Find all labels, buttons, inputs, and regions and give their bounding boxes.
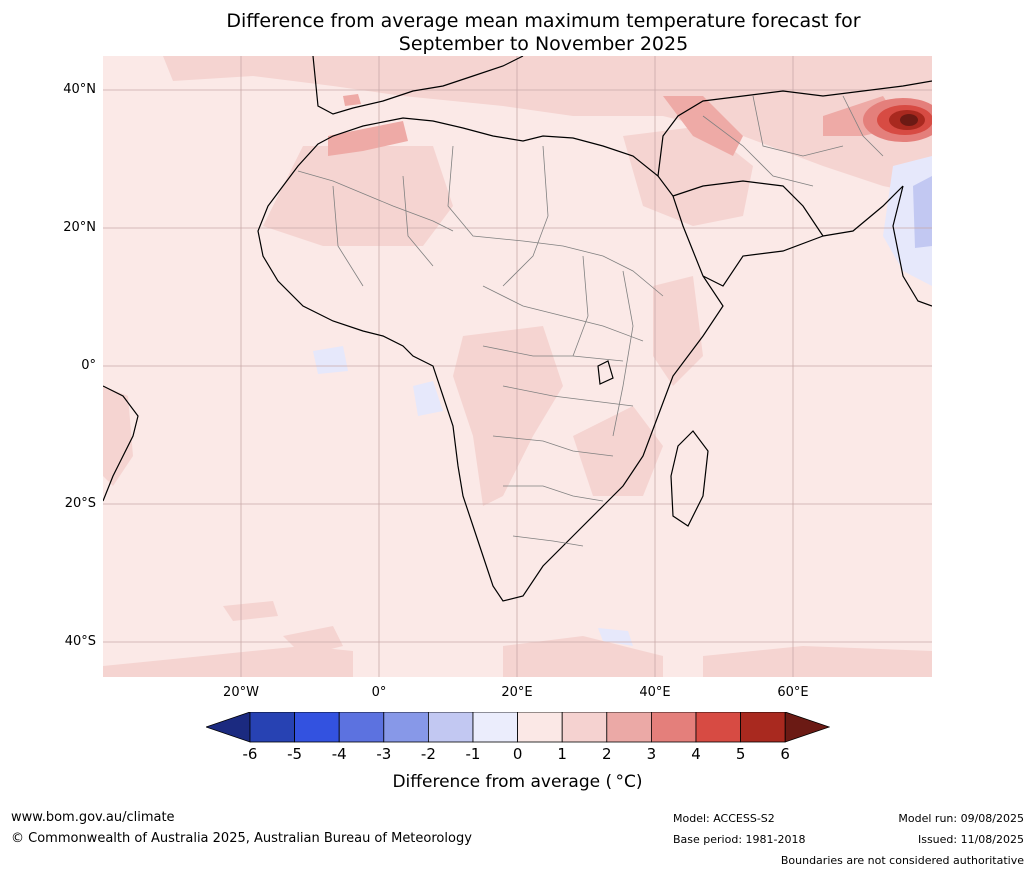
- lat-label-20s: 20°S: [64, 496, 96, 511]
- colorbar-segment: [606, 712, 652, 743]
- colorbar-segment: [383, 712, 429, 743]
- map-title: Difference from average mean maximum tem…: [0, 10, 1035, 56]
- footer-model-run: Model run: 09/08/2025: [898, 812, 1024, 825]
- anomaly-negative-core: [913, 176, 932, 248]
- colorbar-extend-low: [206, 712, 251, 743]
- lon-label-20w: 20°W: [223, 685, 259, 700]
- colorbar-segment: [650, 712, 697, 743]
- colorbar-tick-label: 6: [780, 745, 790, 763]
- map-svg: [103, 56, 932, 677]
- footer-base-period: Base period: 1981-2018: [673, 833, 806, 846]
- colorbar-tick-label: -3: [376, 745, 392, 763]
- colorbar-tick-label: -6: [242, 745, 258, 763]
- colorbar-tick-label: 2: [602, 745, 612, 763]
- colorbar-segment: [294, 712, 340, 743]
- colorbar-tick-label: 3: [646, 745, 657, 763]
- lon-label-0: 0°: [371, 685, 387, 700]
- forecast-map: [103, 56, 932, 677]
- colorbar-segment: [517, 712, 563, 743]
- colorbar-segment: [249, 712, 295, 743]
- colorbar-segment: [472, 712, 518, 743]
- lat-label-20n: 20°N: [63, 220, 96, 235]
- colorbar-tick-label: -1: [465, 745, 481, 763]
- lat-label-40s: 40°S: [64, 634, 96, 649]
- footer-disclaimer: Boundaries are not considered authoritat…: [780, 854, 1024, 867]
- footer-model: Model: ACCESS-S2: [673, 812, 775, 825]
- footer-issued: Issued: 11/08/2025: [917, 833, 1024, 846]
- gridlines: [103, 56, 932, 677]
- colorbar-tick-label: -2: [420, 745, 436, 763]
- colorbar-tick-label: -4: [331, 745, 347, 763]
- footer-copyright: © Commonwealth of Australia 2025, Austra…: [11, 831, 472, 846]
- colorbar-extend-high: [784, 712, 830, 743]
- colorbar-tick-label: -5: [287, 745, 303, 763]
- colorbar-segment: [427, 712, 474, 743]
- colorbar-tick-label: 1: [557, 745, 567, 763]
- lat-label-40n: 40°N: [63, 82, 96, 97]
- colorbar-tick-label: 0: [512, 745, 523, 763]
- colorbar-title: Difference from average ( °C): [392, 772, 643, 792]
- title-line-2: September to November 2025: [398, 33, 689, 55]
- footer-url[interactable]: www.bom.gov.au/climate: [11, 810, 175, 825]
- anomaly-1-2-regions: [103, 56, 932, 677]
- colorbar-segment: [561, 712, 608, 743]
- colorbar: [206, 712, 830, 743]
- lat-label-0: 0°: [81, 358, 96, 373]
- anomaly-hotspot: [863, 98, 932, 142]
- colorbar-tick-label: 4: [691, 745, 701, 763]
- country-borders: [297, 95, 884, 547]
- lon-label-40e: 40°E: [639, 685, 671, 700]
- colorbar-segment: [338, 712, 385, 743]
- colorbar-tick-label: 5: [735, 745, 746, 763]
- lon-label-60e: 60°E: [777, 685, 809, 700]
- colorbar-segments: [206, 712, 830, 743]
- colorbar-segment: [740, 712, 786, 743]
- title-line-1: Difference from average mean maximum tem…: [226, 10, 861, 32]
- lon-label-20e: 20°E: [501, 685, 533, 700]
- coastlines: [103, 56, 932, 602]
- colorbar-segment: [695, 712, 741, 743]
